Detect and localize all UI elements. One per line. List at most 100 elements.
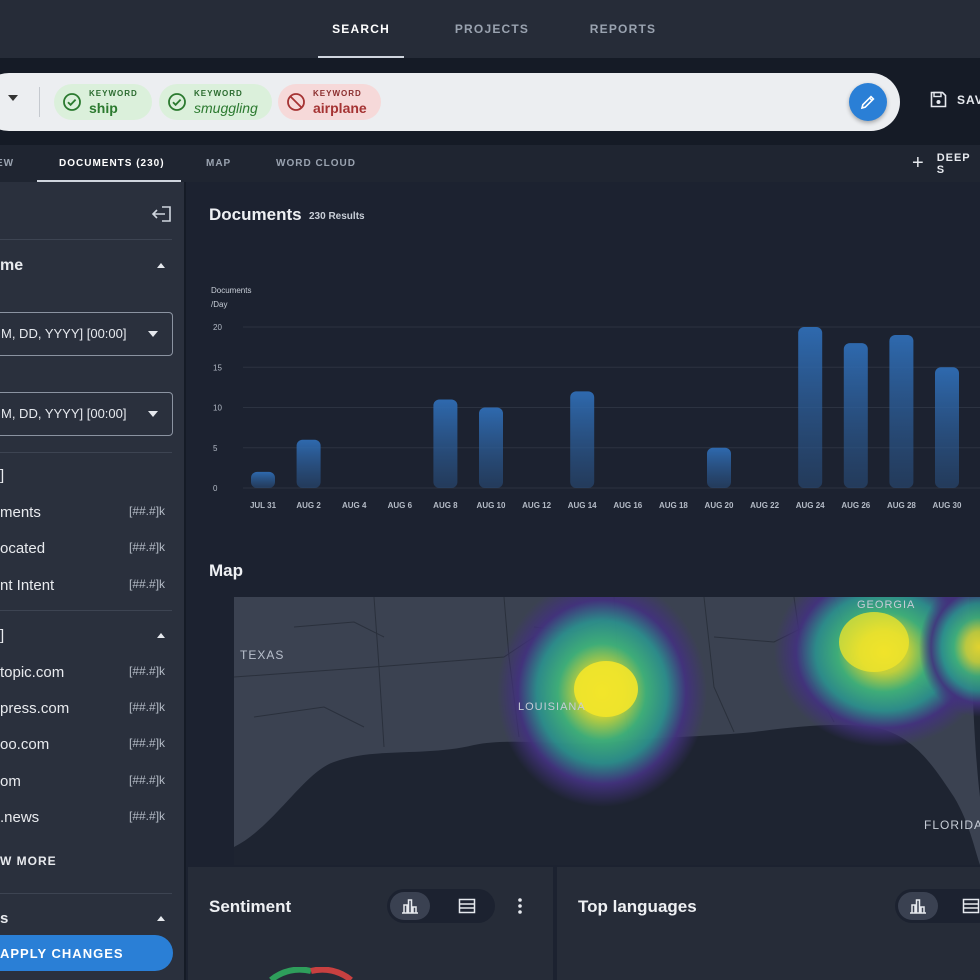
x-tick-label: AUG 10 [477,501,506,510]
chip-value: smuggling [194,99,258,116]
filter-item-label[interactable]: oo.com [0,736,50,753]
tab-reports[interactable]: REPORTS [589,22,657,36]
filter-item-label[interactable]: ocated [0,540,46,557]
filter-item-label[interactable]: ments [0,504,41,521]
keyword-chip-ship[interactable]: KEYWORD ship [54,84,152,120]
check-circle-icon [63,93,81,111]
filter-item-count: [##.#]k [129,504,166,518]
map-title: Map [209,561,243,580]
search-row: KEYWORD ship KEYWORD smuggling KEYWORD a… [0,58,980,145]
x-tick-label: AUG 2 [296,501,321,510]
divider [0,893,172,894]
plus-icon: + [912,152,925,174]
save-button[interactable]: SAV [930,91,980,108]
tab-overview[interactable]: EW [0,158,15,169]
y-tick-label: 15 [213,363,222,372]
languages-title: Top languages [578,897,697,916]
tab-search[interactable]: SEARCH [318,0,404,58]
x-tick-label: AUG 22 [750,501,779,510]
chip-kind-label: KEYWORD [194,88,243,98]
bar[interactable] [251,471,275,488]
keyword-chip-airplane[interactable]: KEYWORD airplane [278,84,381,120]
keyword-chip-smuggling[interactable]: KEYWORD smuggling [159,84,272,120]
view-tabs: EW DOCUMENTS (230) MAP WORD CLOUD + DEEP… [0,145,980,182]
sentiment-title: Sentiment [209,897,292,916]
search-bar[interactable]: KEYWORD ship KEYWORD smuggling KEYWORD a… [0,73,900,131]
section-title-time: me [0,257,24,274]
x-tick-label: AUG 14 [568,501,597,510]
bar[interactable] [479,407,503,489]
chevron-down-icon[interactable] [8,95,18,101]
filter-item-label[interactable]: om [0,773,21,790]
bar[interactable] [433,399,458,488]
chevron-down-icon [148,411,158,417]
show-more-link[interactable]: W MORE [0,854,57,868]
table-icon [458,898,476,914]
divider [39,87,40,117]
block-icon [287,93,305,111]
chart-view-button[interactable] [898,892,938,920]
filter-item-label[interactable]: nt Intent [0,577,55,594]
top-languages-panel: Top languages [557,867,980,980]
more-options-icon[interactable] [514,897,526,915]
end-date-select[interactable]: M, DD, YYYY] [00:00] [0,392,173,436]
bar[interactable] [570,391,595,488]
documents-title: Documents [209,205,302,224]
map-label-louisiana: LOUISIANA [518,701,586,713]
tab-map[interactable]: MAP [206,158,232,169]
apply-changes-button[interactable]: APPLY CHANGES [0,935,173,971]
deep-search-label: DEEP S [936,151,971,176]
bar[interactable] [296,439,321,488]
bar[interactable] [798,327,823,488]
table-view-button[interactable] [951,892,980,920]
chip-kind-label: KEYWORD [313,88,362,98]
collapse-sidebar-icon[interactable] [151,204,173,224]
x-tick-label: AUG 20 [705,501,734,510]
bar[interactable] [935,367,959,488]
y-tick-label: 5 [213,444,218,453]
sentiment-donut-chart [269,967,353,980]
filter-sidebar: me M, DD, YYYY] [00:00] M, DD, YYYY] [00… [0,182,186,980]
top-navigation: SEARCH PROJECTS REPORTS [0,0,980,58]
filter-item-label[interactable]: press.com [0,700,70,717]
tab-documents[interactable]: DOCUMENTS (230) [59,158,165,169]
filter-item-label[interactable]: .news [0,809,40,826]
x-tick-label: AUG 24 [796,501,825,510]
save-label: SAV [957,92,980,107]
bar-chart-icon [910,899,926,914]
bar[interactable] [843,343,868,488]
pencil-icon [860,95,875,110]
x-tick-label: AUG 18 [659,501,688,510]
tab-projects[interactable]: PROJECTS [454,22,530,36]
filter-item-count: [##.#]k [129,577,166,591]
y-axis-label-line1: Documents [211,286,251,295]
start-date-select[interactable]: M, DD, YYYY] [00:00] [0,312,173,356]
chart-view-button[interactable] [390,892,430,920]
bar[interactable] [707,447,731,488]
chip-value: airplane [313,99,367,116]
heat-map[interactable]: TEXAS LOUISIANA GEORGIA FLORIDA [234,597,980,865]
chevron-up-icon[interactable] [157,916,165,921]
filter-item-count: [##.#]k [129,700,166,714]
tab-word-cloud[interactable]: WORD CLOUD [276,158,356,169]
map-label-georgia: GEORGIA [857,599,915,611]
bar[interactable] [889,335,914,488]
x-tick-label: AUG 16 [613,501,642,510]
section-title: s [0,910,9,927]
table-view-button[interactable] [447,892,487,920]
chevron-up-icon[interactable] [157,263,165,268]
end-date-value: M, DD, YYYY] [00:00] [1,406,127,421]
bar-chart-icon [402,899,418,914]
x-tick-label: AUG 8 [433,501,458,510]
x-tick-label: AUG 6 [388,501,413,510]
edit-search-button[interactable] [849,83,887,121]
chip-kind-label: KEYWORD [89,88,138,98]
documents-result-count: 230 Results [309,211,365,222]
deep-search-button[interactable]: + DEEP S [912,145,980,182]
y-tick-label: 20 [213,323,222,332]
sentiment-panel: Sentiment [188,867,553,980]
chevron-up-icon[interactable] [157,633,165,638]
filter-item-label[interactable]: topic.com [0,664,65,681]
documents-per-day-chart: Documents /Day 0 5 10 15 20 JUL 31 AUG 2 AUG 4 A… [211,286,980,510]
filter-item-count: [##.#]k [129,540,166,554]
